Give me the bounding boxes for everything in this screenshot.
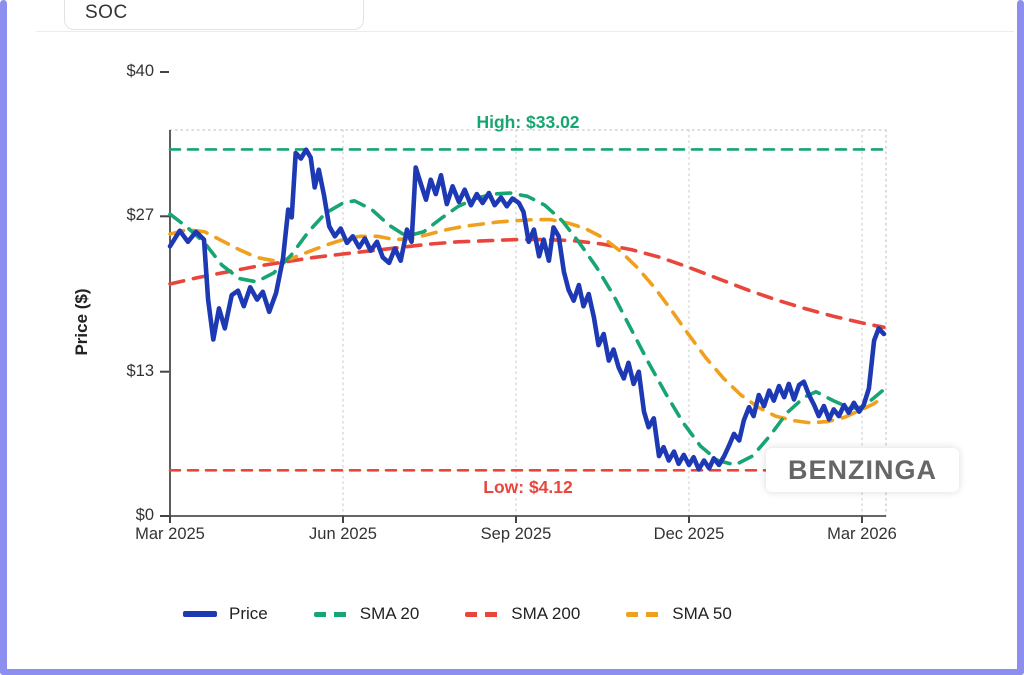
legend-label: SMA 200 xyxy=(511,604,581,623)
legend-label: SMA 20 xyxy=(359,604,420,623)
sma20-swatch-icon xyxy=(313,611,348,617)
legend-item-sma50[interactable]: SMA 50 xyxy=(626,604,732,624)
frame-border-bottom xyxy=(0,669,1024,675)
legend-item-sma20[interactable]: SMA 20 xyxy=(313,604,420,624)
price-swatch-icon xyxy=(183,611,217,617)
legend-item-price[interactable]: Price xyxy=(183,604,268,624)
ticker-label: SOC xyxy=(85,2,128,23)
chart-legend: Price SMA 20 SMA 200 SMA 50 xyxy=(183,604,732,624)
sma50-swatch-icon xyxy=(626,611,661,617)
ticker-tab[interactable]: SOC xyxy=(64,0,364,30)
legend-item-sma200[interactable]: SMA 200 xyxy=(465,604,580,624)
header-divider xyxy=(36,31,1014,32)
price-line xyxy=(167,147,887,472)
legend-label: SMA 50 xyxy=(672,604,732,623)
sma50-line xyxy=(168,217,886,425)
frame-border-right xyxy=(1017,0,1024,675)
sma200-swatch-icon xyxy=(465,611,500,617)
frame-border-left xyxy=(0,0,7,675)
benzinga-watermark: BENZINGA xyxy=(766,448,959,492)
legend-label: Price xyxy=(229,604,268,623)
